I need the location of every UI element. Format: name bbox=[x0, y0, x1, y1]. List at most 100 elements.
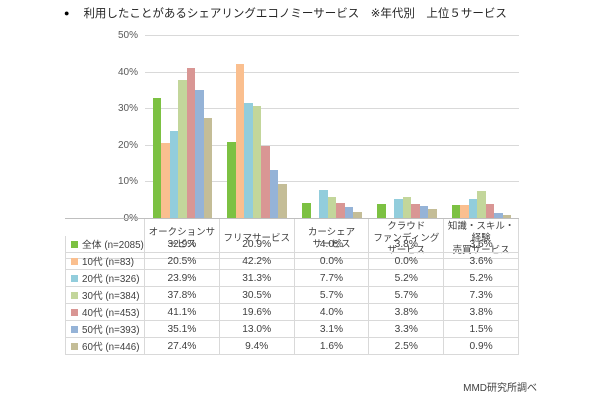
bar bbox=[269, 170, 279, 218]
bar bbox=[428, 208, 437, 218]
table-value-cell: 5.7% bbox=[294, 287, 370, 304]
y-tick-label: 40% bbox=[117, 66, 138, 78]
table-value-cell: 1.5% bbox=[444, 321, 519, 338]
table-row-label: 40代 (n=453) bbox=[65, 304, 145, 321]
table-value-cell: 3.6% bbox=[444, 236, 519, 253]
table-value-cell: 3.6% bbox=[444, 253, 519, 270]
table-value-cell: 0.0% bbox=[294, 253, 370, 270]
legend-swatch-icon bbox=[71, 240, 78, 248]
table-value-cell: 13.0% bbox=[219, 321, 295, 338]
source-credit: MMD研究所調べ bbox=[463, 383, 537, 394]
bar bbox=[186, 67, 196, 218]
table-row-label: 50代 (n=393) bbox=[65, 321, 145, 338]
table-row-label: 20代 (n=326) bbox=[65, 270, 145, 287]
bar bbox=[244, 103, 253, 218]
table-value-cell: 7.3% bbox=[444, 287, 519, 304]
bar bbox=[468, 198, 478, 218]
bar bbox=[178, 79, 187, 218]
bar bbox=[235, 63, 245, 218]
table-value-cell: 3.3% bbox=[369, 321, 445, 338]
table-value-cell: 3.1% bbox=[294, 321, 370, 338]
table-value-cell: 3.8% bbox=[369, 236, 445, 253]
bar bbox=[353, 212, 362, 218]
table-value-cell: 7.7% bbox=[294, 270, 370, 287]
bar bbox=[451, 204, 461, 218]
bar bbox=[419, 205, 429, 218]
legend-swatch-icon bbox=[71, 342, 78, 350]
plot-area bbox=[145, 35, 519, 218]
bar bbox=[261, 146, 270, 218]
chart-title-row: ● 利用したことがあるシェアリングエコノミーサービス ※年代別 上位５サービス bbox=[64, 5, 507, 21]
bar bbox=[252, 106, 262, 218]
bar bbox=[195, 89, 204, 218]
bar bbox=[377, 204, 386, 218]
bar bbox=[336, 203, 345, 218]
bar bbox=[494, 212, 503, 218]
table-row-label: 10代 (n=83) bbox=[65, 253, 145, 270]
table-value-cell: 32.9% bbox=[145, 236, 220, 253]
bar bbox=[394, 198, 403, 218]
y-tick-label: 20% bbox=[117, 139, 138, 151]
table-value-cell: 27.4% bbox=[145, 338, 220, 355]
bar bbox=[161, 142, 170, 218]
table-value-cell: 9.4% bbox=[219, 338, 295, 355]
bullet-icon: ● bbox=[64, 8, 70, 18]
y-tick-label: 50% bbox=[117, 30, 138, 41]
bar-group bbox=[295, 35, 370, 218]
table-row-label: 30代 (n=384) bbox=[65, 287, 145, 304]
y-tick-label: 10% bbox=[117, 176, 138, 188]
table-value-cell: 37.8% bbox=[145, 287, 220, 304]
bar bbox=[477, 191, 486, 218]
bar bbox=[152, 97, 162, 218]
bar bbox=[485, 204, 495, 218]
table-value-cell: 5.7% bbox=[369, 287, 445, 304]
table-value-cell: 3.8% bbox=[369, 304, 445, 321]
table-value-cell: 20.9% bbox=[219, 236, 295, 253]
bar bbox=[402, 197, 412, 218]
table-value-cell: 20.5% bbox=[145, 253, 220, 270]
table-row-label: 60代 (n=446) bbox=[65, 338, 145, 355]
legend-swatch-icon bbox=[71, 308, 78, 316]
bar bbox=[302, 203, 311, 218]
gridline bbox=[145, 35, 519, 36]
table-value-cell: 31.3% bbox=[219, 270, 295, 287]
row-label-text: 30代 (n=384) bbox=[82, 291, 140, 302]
legend-swatch-icon bbox=[71, 291, 78, 299]
bar-group bbox=[369, 35, 444, 218]
bar bbox=[169, 130, 179, 218]
legend-swatch-icon bbox=[71, 274, 78, 282]
bar bbox=[502, 214, 512, 218]
table-value-cell: 4.0% bbox=[294, 304, 370, 321]
table-value-cell: 0.9% bbox=[444, 338, 519, 355]
data-table: オークションサービス フリマサービス カーシェア サービス クラウド ファンディング … bbox=[65, 218, 519, 355]
bar bbox=[460, 204, 469, 218]
table-value-cell: 23.9% bbox=[145, 270, 220, 287]
chart-title: 利用したことがあるシェアリングエコノミーサービス ※年代別 上位５サービス bbox=[83, 8, 507, 20]
bar bbox=[344, 206, 354, 218]
bar bbox=[227, 141, 236, 218]
table-value-cell: 0.0% bbox=[369, 253, 445, 270]
gridline bbox=[145, 144, 519, 146]
bar bbox=[319, 189, 328, 218]
table-value-cell: 19.6% bbox=[219, 304, 295, 321]
gridline bbox=[145, 108, 519, 110]
table-value-cell: 41.1% bbox=[145, 304, 220, 321]
table-value-cell: 35.1% bbox=[145, 321, 220, 338]
row-label-text: 50代 (n=393) bbox=[82, 325, 140, 336]
table-value-cell: 5.2% bbox=[444, 270, 519, 287]
gridline bbox=[145, 71, 519, 73]
table-value-cell: 1.6% bbox=[294, 338, 370, 355]
table-value-cell: 3.8% bbox=[444, 304, 519, 321]
row-label-text: 20代 (n=326) bbox=[82, 274, 140, 285]
gridline bbox=[145, 181, 519, 183]
legend-swatch-icon bbox=[71, 325, 78, 333]
row-label-text: 全体 (n=2085) bbox=[82, 240, 144, 251]
bar-group bbox=[444, 35, 519, 218]
table-row-label: 全体 (n=2085) bbox=[65, 236, 145, 253]
table-value-cell: 42.2% bbox=[219, 253, 295, 270]
bar-group bbox=[145, 35, 220, 218]
bar bbox=[203, 117, 213, 218]
table-value-cell: 2.5% bbox=[369, 338, 445, 355]
table-value-cell: 4.0% bbox=[294, 236, 370, 253]
